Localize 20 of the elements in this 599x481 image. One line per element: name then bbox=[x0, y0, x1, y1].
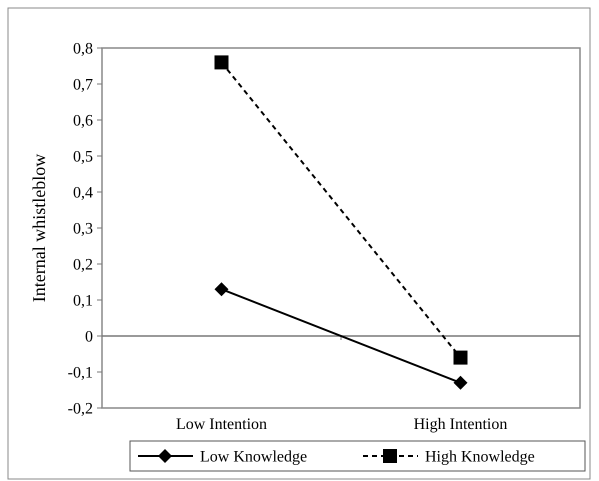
point bbox=[454, 376, 468, 390]
x-tick-label: High Intention bbox=[414, 416, 508, 433]
y-tick-label: 0,1 bbox=[73, 292, 93, 310]
y-tick-label: 0,5 bbox=[73, 148, 93, 166]
legend-label: Low Knowledge bbox=[200, 448, 308, 466]
y-tick-label: 0,7 bbox=[73, 76, 93, 94]
y-tick-label: 0,6 bbox=[73, 112, 93, 130]
x-tick-label: Low Intention bbox=[176, 416, 268, 433]
y-tick-label: -0,1 bbox=[68, 364, 93, 382]
y-tick-label: 0,4 bbox=[73, 184, 93, 202]
legend-label: High Knowledge bbox=[425, 448, 535, 466]
y-tick-label: 0,2 bbox=[73, 256, 93, 274]
point bbox=[214, 282, 228, 296]
y-tick-label: 0 bbox=[85, 328, 93, 346]
y-tick-label: -0,2 bbox=[68, 400, 93, 418]
y-tick-label: 0,3 bbox=[73, 220, 93, 238]
point bbox=[214, 55, 228, 70]
point bbox=[454, 350, 468, 365]
y-tick-label: 0,8 bbox=[73, 40, 93, 58]
y-axis-title: Internal whistleblow bbox=[29, 154, 49, 302]
